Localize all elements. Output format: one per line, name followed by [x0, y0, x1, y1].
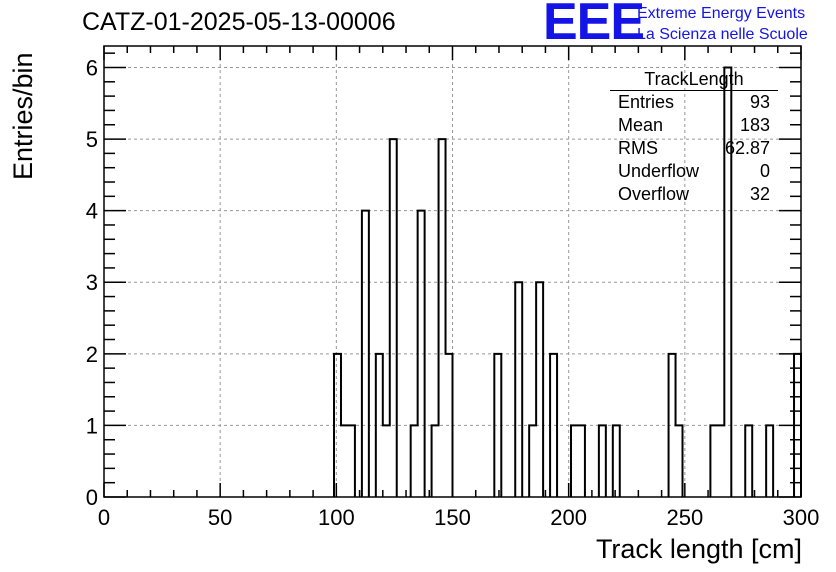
x-tick-label: 0 — [98, 505, 110, 530]
x-tick-label: 100 — [318, 505, 355, 530]
x-tick-label: 250 — [666, 505, 703, 530]
stats-row-overflow: Overflow 32 — [610, 183, 778, 206]
x-axis-label: Track length [cm] — [595, 534, 802, 564]
histogram-bin — [390, 139, 397, 497]
x-tick-label: 200 — [550, 505, 587, 530]
histogram-bin — [341, 425, 348, 497]
x-tick-labels: 0 50 100 150 200 250 300 — [98, 505, 819, 530]
stats-row-rms: RMS 62.87 — [610, 137, 778, 160]
y-tick-label: 5 — [86, 127, 98, 152]
histogram-bin — [710, 425, 717, 497]
stats-row-entries: Entries 93 — [610, 91, 778, 114]
histogram-bin — [599, 425, 606, 497]
histogram-outline — [333, 66, 802, 497]
stats-label: Mean — [618, 115, 664, 135]
y-tick-label: 0 — [86, 485, 98, 510]
logo-line-1: Extreme Energy Events — [637, 5, 806, 22]
stats-value: 32 — [749, 184, 770, 204]
stats-row-mean: Mean 183 — [610, 114, 778, 137]
stats-value: 93 — [749, 92, 770, 112]
histogram-bin — [515, 282, 522, 497]
stats-value: 0 — [759, 161, 770, 181]
histogram-bin — [571, 425, 578, 497]
x-tick-label: 300 — [783, 505, 820, 530]
y-tick-label: 1 — [86, 413, 98, 438]
stats-label: Entries — [618, 92, 675, 112]
histogram-bin — [411, 425, 418, 497]
histogram-bin — [578, 425, 585, 497]
histogram-bin — [432, 425, 439, 497]
histogram-bin — [717, 425, 724, 497]
eee-logo: EEE — [543, 0, 645, 51]
histogram-bin — [536, 282, 543, 497]
histogram-bin — [383, 425, 390, 497]
histogram-bin — [766, 425, 773, 497]
x-tick-label: 50 — [208, 505, 232, 530]
y-axis-label: Entries/bin — [8, 52, 38, 180]
stats-value: 183 — [739, 115, 770, 135]
y-tick-labels: 0 1 2 3 4 5 6 — [86, 55, 98, 510]
stats-label: Underflow — [618, 161, 700, 181]
y-tick-label: 4 — [86, 199, 98, 224]
y-tick-label: 2 — [86, 342, 98, 367]
stats-title: TrackLength — [610, 68, 778, 91]
histogram-bin — [529, 425, 536, 497]
histogram-bin — [676, 425, 683, 497]
y-tick-label: 3 — [86, 270, 98, 295]
histogram-bin — [745, 425, 752, 497]
x-tick-label: 150 — [434, 505, 471, 530]
stats-label: RMS — [618, 138, 658, 158]
y-tick-label: 6 — [86, 55, 98, 80]
logo-line-2: La Scienza nelle Scuole — [637, 26, 808, 43]
histogram-bin — [613, 425, 620, 497]
stats-label: Overflow — [618, 184, 690, 204]
stats-row-underflow: Underflow 0 — [610, 160, 778, 183]
histogram-bin — [348, 425, 355, 497]
chart-title: CATZ-01-2025-05-13-00006 — [82, 8, 396, 36]
histogram-bin — [439, 139, 446, 497]
axis-ticks — [103, 46, 802, 498]
stats-box: TrackLength Entries 93 Mean 183 RMS 62.8… — [610, 68, 778, 206]
stats-value: 62.87 — [724, 138, 770, 158]
